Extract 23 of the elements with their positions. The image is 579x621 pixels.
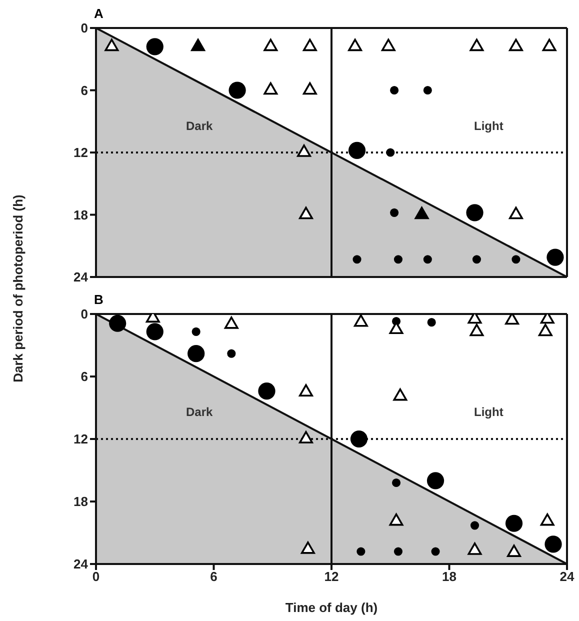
y-tick-label: 24 [74, 270, 89, 285]
annotation: Dark [186, 405, 213, 419]
x-tick-label: 6 [210, 569, 218, 584]
chart-title: B [94, 292, 104, 307]
annotation: Dark [186, 119, 213, 133]
y-tick-label: 18 [74, 494, 88, 510]
y-tick-label: 0 [80, 20, 88, 36]
x-tick-label: 18 [442, 569, 456, 584]
x-tick-label: 0 [92, 569, 100, 584]
x-tick-label: 24 [560, 569, 575, 584]
y-tick-label: 0 [80, 306, 88, 322]
y-tick-label: 18 [74, 207, 88, 222]
annotation: Light [474, 405, 504, 419]
y-tick-label: 6 [80, 369, 88, 384]
x-tick-label: 12 [324, 569, 339, 584]
annotation: Light [474, 119, 504, 133]
y-tick-label: 24 [74, 556, 89, 572]
y-tick-label: 12 [74, 432, 88, 447]
y-tick-label: 6 [80, 82, 88, 98]
chart-title: A [94, 6, 104, 21]
y-tick-label: 12 [74, 145, 88, 160]
y-axis-title: Dark period of photoperiod (h) [10, 194, 26, 382]
x-axis-title: Time of day (h) [285, 600, 378, 615]
